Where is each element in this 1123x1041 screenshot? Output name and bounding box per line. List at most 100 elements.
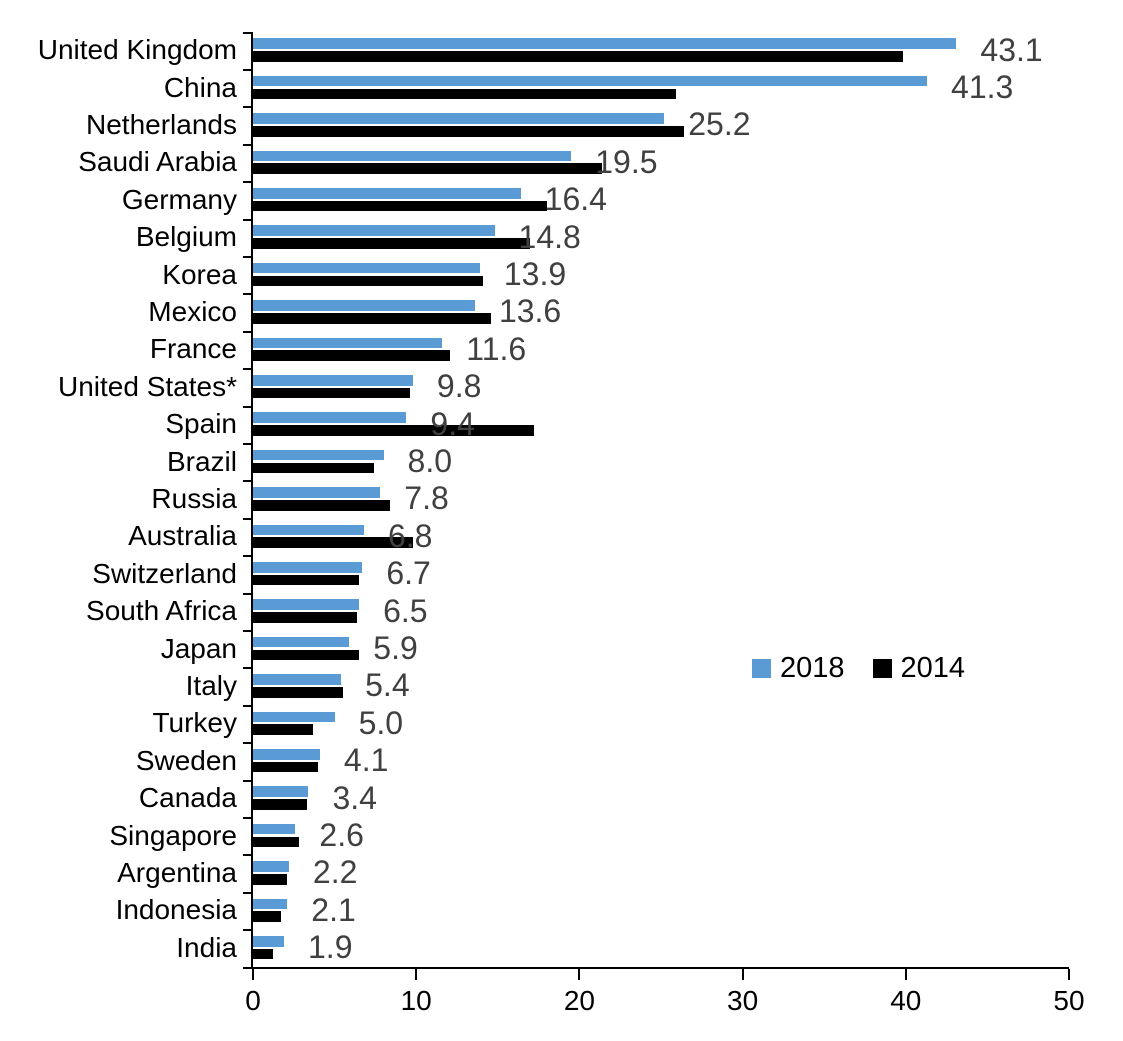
x-tick-label: 50 [1053, 984, 1085, 1016]
value-label: 5.4 [365, 667, 410, 704]
category-label: Australia [128, 520, 237, 552]
x-axis [250, 966, 1069, 969]
bar-2018 [253, 113, 665, 124]
value-label: 7.8 [404, 480, 449, 517]
y-tick-mark [243, 667, 251, 670]
value-label: 1.9 [308, 929, 353, 966]
y-tick-mark [243, 405, 251, 408]
y-tick-mark [243, 929, 251, 932]
legend-item-2018: 2018 [752, 652, 845, 685]
value-label: 6.8 [387, 517, 433, 554]
category-label: United States* [58, 370, 237, 402]
bar-2018 [253, 636, 350, 648]
value-label: 2.1 [311, 891, 356, 928]
value-label: 19.5 [595, 143, 658, 180]
bar-2018 [253, 524, 364, 536]
x-tick-mark [415, 969, 418, 980]
category-label: Brazil [166, 445, 237, 477]
category-label: India [176, 931, 237, 963]
y-tick-mark [243, 742, 251, 745]
x-tick-label: 40 [890, 984, 922, 1016]
bar-2014 [253, 799, 307, 810]
category-label: Netherlands [86, 108, 237, 140]
y-tick-mark [243, 592, 251, 595]
y-tick-mark [243, 854, 251, 857]
category-label: Mexico [148, 295, 237, 327]
y-tick-mark [243, 891, 251, 894]
y-tick-mark [243, 555, 251, 558]
bar-2018 [253, 225, 495, 237]
category-label: Saudi Arabia [78, 146, 237, 178]
y-tick-mark [243, 68, 251, 71]
value-label: 41.3 [951, 69, 1014, 106]
value-label: 6.7 [386, 555, 431, 592]
legend-item-2014: 2014 [872, 652, 965, 685]
bar-2014 [253, 686, 343, 698]
value-label: 13.6 [498, 293, 562, 330]
bar-2014 [253, 724, 314, 736]
value-label: 8.0 [407, 443, 453, 480]
value-label: 4.1 [343, 742, 389, 779]
bar-2018 [253, 861, 289, 872]
value-label: 16.4 [544, 181, 607, 218]
bar-2014 [253, 499, 391, 511]
bar-2018 [253, 487, 381, 498]
y-tick-mark [243, 517, 251, 520]
bar-2018 [253, 449, 384, 461]
category-label: Russia [151, 482, 237, 514]
y-tick-mark [243, 704, 251, 707]
category-label: Switzerland [92, 557, 237, 589]
bar-2018 [253, 150, 572, 162]
bar-2014 [253, 200, 547, 212]
bar-2018 [253, 300, 475, 311]
x-tick-mark [252, 969, 254, 980]
value-label: 13.9 [503, 256, 567, 293]
category-label: Singapore [109, 819, 237, 851]
category-label: China [163, 71, 237, 103]
category-label: Japan [160, 632, 237, 664]
value-label: 43.1 [980, 31, 1043, 68]
legend: 2018 2014 [752, 648, 965, 688]
category-label: Argentina [117, 856, 237, 888]
category-label: Germany [121, 183, 237, 215]
bar-2018 [253, 75, 928, 87]
bar-2014 [253, 312, 492, 324]
category-label: Sweden [135, 744, 237, 776]
y-tick-mark [243, 480, 251, 483]
y-tick-mark [243, 368, 251, 371]
value-label: 2.2 [312, 854, 358, 891]
y-tick-mark [243, 442, 251, 445]
x-tick-mark [904, 969, 907, 980]
bar-2018 [253, 262, 480, 274]
x-tick-label: 0 [245, 984, 261, 1016]
value-label: 5.9 [373, 630, 418, 667]
category-label: Korea [162, 258, 237, 290]
value-label: 6.5 [383, 592, 428, 629]
value-label: 11.6 [466, 330, 527, 367]
category-label: France [149, 333, 237, 365]
bar-2018 [253, 823, 296, 835]
y-tick-mark [243, 143, 251, 146]
bar-2018 [253, 561, 363, 573]
y-tick-mark [243, 31, 251, 34]
value-label: 2.6 [319, 817, 364, 854]
bar-2014 [253, 125, 684, 137]
category-label: Indonesia [115, 894, 237, 926]
y-tick-mark [243, 966, 251, 969]
y-tick-mark [243, 181, 251, 184]
bar-2014 [253, 537, 413, 549]
bar-2018 [253, 748, 320, 760]
bar-2018 [253, 337, 443, 349]
y-tick-mark [243, 330, 251, 333]
bar-2014 [253, 88, 676, 100]
value-label: 25.2 [688, 106, 751, 143]
bar-2014 [253, 275, 484, 287]
y-axis [250, 31, 253, 969]
bar-2014 [253, 612, 358, 623]
bar-2014 [253, 574, 360, 586]
category-label: Turkey [152, 707, 237, 739]
bar-2014 [253, 836, 299, 848]
bar-2018 [253, 898, 288, 910]
bar-2014 [253, 873, 288, 885]
category-label: South Africa [86, 595, 237, 627]
